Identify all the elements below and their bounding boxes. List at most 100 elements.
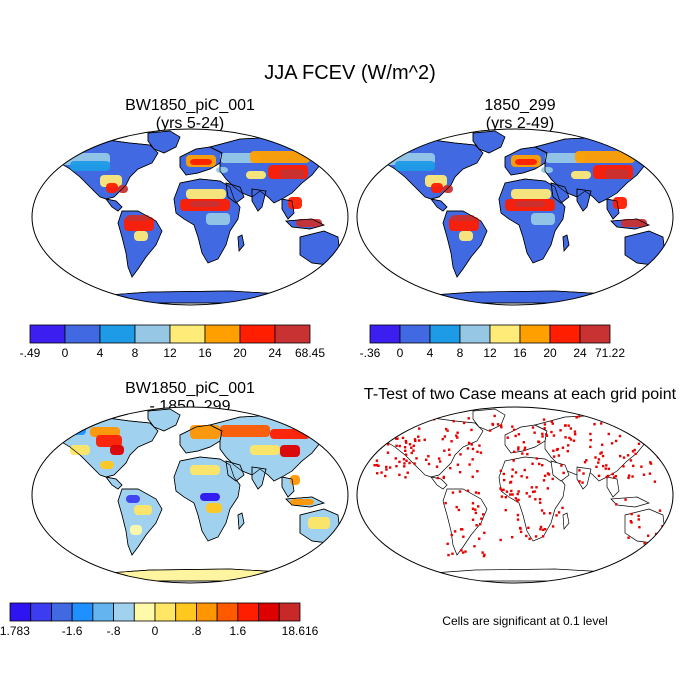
significant-cell — [543, 474, 547, 478]
significant-cell — [413, 438, 417, 441]
field-patch — [90, 427, 120, 437]
field-patch — [246, 171, 266, 179]
significant-cell — [396, 437, 399, 440]
significant-cell — [388, 466, 392, 469]
significant-cell — [622, 456, 626, 459]
significant-cell — [552, 449, 555, 452]
significant-cell — [637, 514, 640, 518]
significant-cell — [658, 509, 662, 512]
significant-cell — [470, 428, 473, 432]
field-patch — [190, 159, 212, 165]
significant-cell — [398, 444, 401, 448]
significant-cell — [471, 458, 474, 461]
significant-cell — [419, 417, 423, 421]
significant-cell — [509, 481, 512, 484]
significant-cell — [533, 431, 536, 434]
significant-cell — [405, 459, 408, 462]
colorbar-label: 12 — [483, 346, 497, 360]
field-patch — [288, 197, 302, 209]
colorbar-segment — [237, 602, 259, 622]
landmass-india — [576, 466, 592, 490]
panel-1-title: BW1850_piC_001 (yrs 5-24) — [35, 97, 345, 133]
panel-3-title-line1: BW1850_piC_001 — [125, 380, 255, 397]
significant-cell — [561, 506, 564, 510]
panel-2-title-line2: (yrs 2-49) — [485, 115, 555, 132]
significant-cell — [573, 433, 577, 436]
significant-cell — [597, 474, 601, 478]
significant-cell — [471, 502, 475, 505]
significant-cell — [478, 522, 482, 526]
significant-cell — [427, 462, 431, 466]
significant-cell — [577, 415, 581, 418]
landmass-central-america — [430, 476, 448, 490]
significant-cell — [446, 429, 449, 432]
map-border — [356, 128, 674, 306]
significant-cell — [460, 549, 463, 552]
significant-cell — [373, 464, 376, 467]
significant-cell — [488, 429, 492, 432]
significant-cell — [551, 477, 554, 481]
significant-cell — [611, 472, 614, 476]
significant-cell — [589, 432, 592, 436]
field-patch — [511, 189, 551, 199]
significant-cell — [499, 538, 502, 542]
significant-cell — [562, 471, 565, 475]
significant-cell — [557, 511, 561, 514]
significant-cell — [456, 463, 460, 466]
field-patch — [134, 231, 148, 241]
field-patch — [96, 435, 122, 447]
significant-cell — [458, 490, 462, 493]
significant-cell — [467, 417, 470, 420]
significant-cell — [542, 512, 546, 515]
colorbar-segment — [169, 324, 206, 344]
significant-cell — [511, 468, 514, 471]
significant-cell — [483, 553, 486, 556]
field-patch — [280, 169, 304, 179]
significant-cell — [444, 427, 448, 431]
significant-cell — [539, 528, 542, 531]
significant-cell — [556, 447, 559, 451]
significant-cell — [649, 461, 652, 464]
colorbar-segment — [204, 324, 241, 344]
significant-cell — [564, 436, 567, 439]
significant-cell — [632, 464, 635, 468]
significant-cell — [638, 525, 641, 529]
landmass-arabia — [550, 460, 570, 482]
significant-cell — [504, 508, 507, 512]
significant-cell — [447, 448, 451, 451]
colorbar-segment — [196, 602, 218, 622]
field-patch — [70, 445, 90, 455]
significant-cell — [474, 511, 478, 515]
field-patch — [575, 151, 635, 163]
significant-cell — [404, 476, 407, 479]
significant-cell — [443, 435, 447, 438]
significant-cell — [403, 465, 406, 468]
significant-cell — [481, 513, 485, 516]
significant-cell — [376, 472, 379, 475]
landmass-madagascar — [562, 512, 570, 530]
significant-cell — [455, 505, 458, 509]
significant-cell — [557, 454, 561, 457]
landmass-antarctica — [68, 568, 311, 582]
significant-cell — [496, 423, 500, 426]
significant-cell — [525, 476, 529, 479]
field-patch — [190, 465, 220, 475]
significant-cell — [620, 417, 624, 421]
significant-cell — [517, 448, 520, 451]
significant-cell — [458, 470, 462, 474]
colorbar-segment — [399, 324, 431, 344]
colorbar-segment — [154, 602, 177, 622]
significant-cell — [543, 423, 547, 426]
colorbar-label: 18.616 — [282, 624, 319, 638]
significant-cell — [514, 497, 518, 500]
significant-cell — [514, 471, 518, 474]
significant-cell — [614, 475, 617, 478]
significant-cell — [455, 434, 458, 437]
significant-cell — [604, 467, 607, 470]
significant-cell — [618, 434, 622, 438]
significant-cell — [520, 475, 523, 478]
field-patch — [200, 493, 220, 501]
significant-cell — [617, 425, 620, 428]
significant-cell — [542, 418, 546, 421]
significant-cell — [519, 530, 523, 534]
